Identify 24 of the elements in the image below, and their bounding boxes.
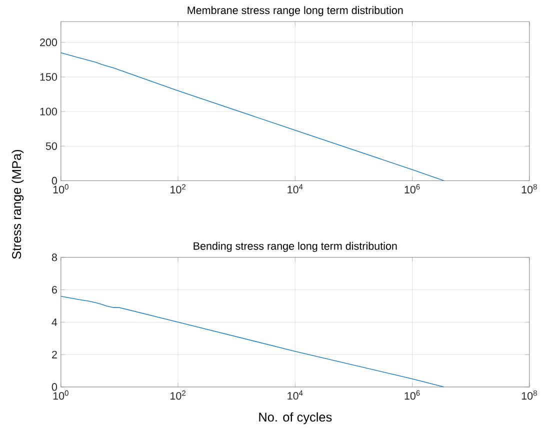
x-tick-label: 10$^{2}$ — [170, 184, 186, 194]
y-tick-label: 100 — [40, 108, 58, 116]
y-tick-label: 200 — [40, 38, 58, 46]
chart-title: Membrane stress range long term distribution — [188, 6, 403, 16]
x-tick-label: 10$^{2}$ — [170, 390, 186, 400]
y-tick-label: 0 — [52, 383, 58, 391]
x-tick-label: 10$^{8}$ — [522, 390, 537, 400]
x-tick-label: 10$^{6}$ — [404, 184, 420, 194]
x-axis-title: No. of cycles — [259, 412, 332, 424]
x-tick-label: 10$^{0}$ — [53, 390, 68, 400]
y-axis-title: Stress range (MPa) — [12, 150, 24, 259]
y-tick-label: 8 — [52, 254, 57, 262]
chart-title: Bending stress range long term distribution — [194, 242, 397, 252]
y-tick-label: 0 — [52, 176, 58, 185]
x-tick-label: 10$^{4}$ — [288, 390, 303, 400]
y-tick-label: 2 — [52, 350, 57, 358]
x-tick-label: 10$^{4}$ — [288, 184, 303, 194]
y-tick-label: 150 — [40, 73, 58, 81]
y-tick-label: 50 — [46, 142, 58, 150]
x-tick-label: 10$^{8}$ — [522, 184, 537, 194]
x-tick-label: 10$^{6}$ — [404, 390, 420, 400]
y-tick-label: 4 — [52, 318, 58, 326]
x-tick-label: 10$^{0}$ — [53, 184, 68, 194]
y-tick-label: 6 — [52, 286, 57, 294]
